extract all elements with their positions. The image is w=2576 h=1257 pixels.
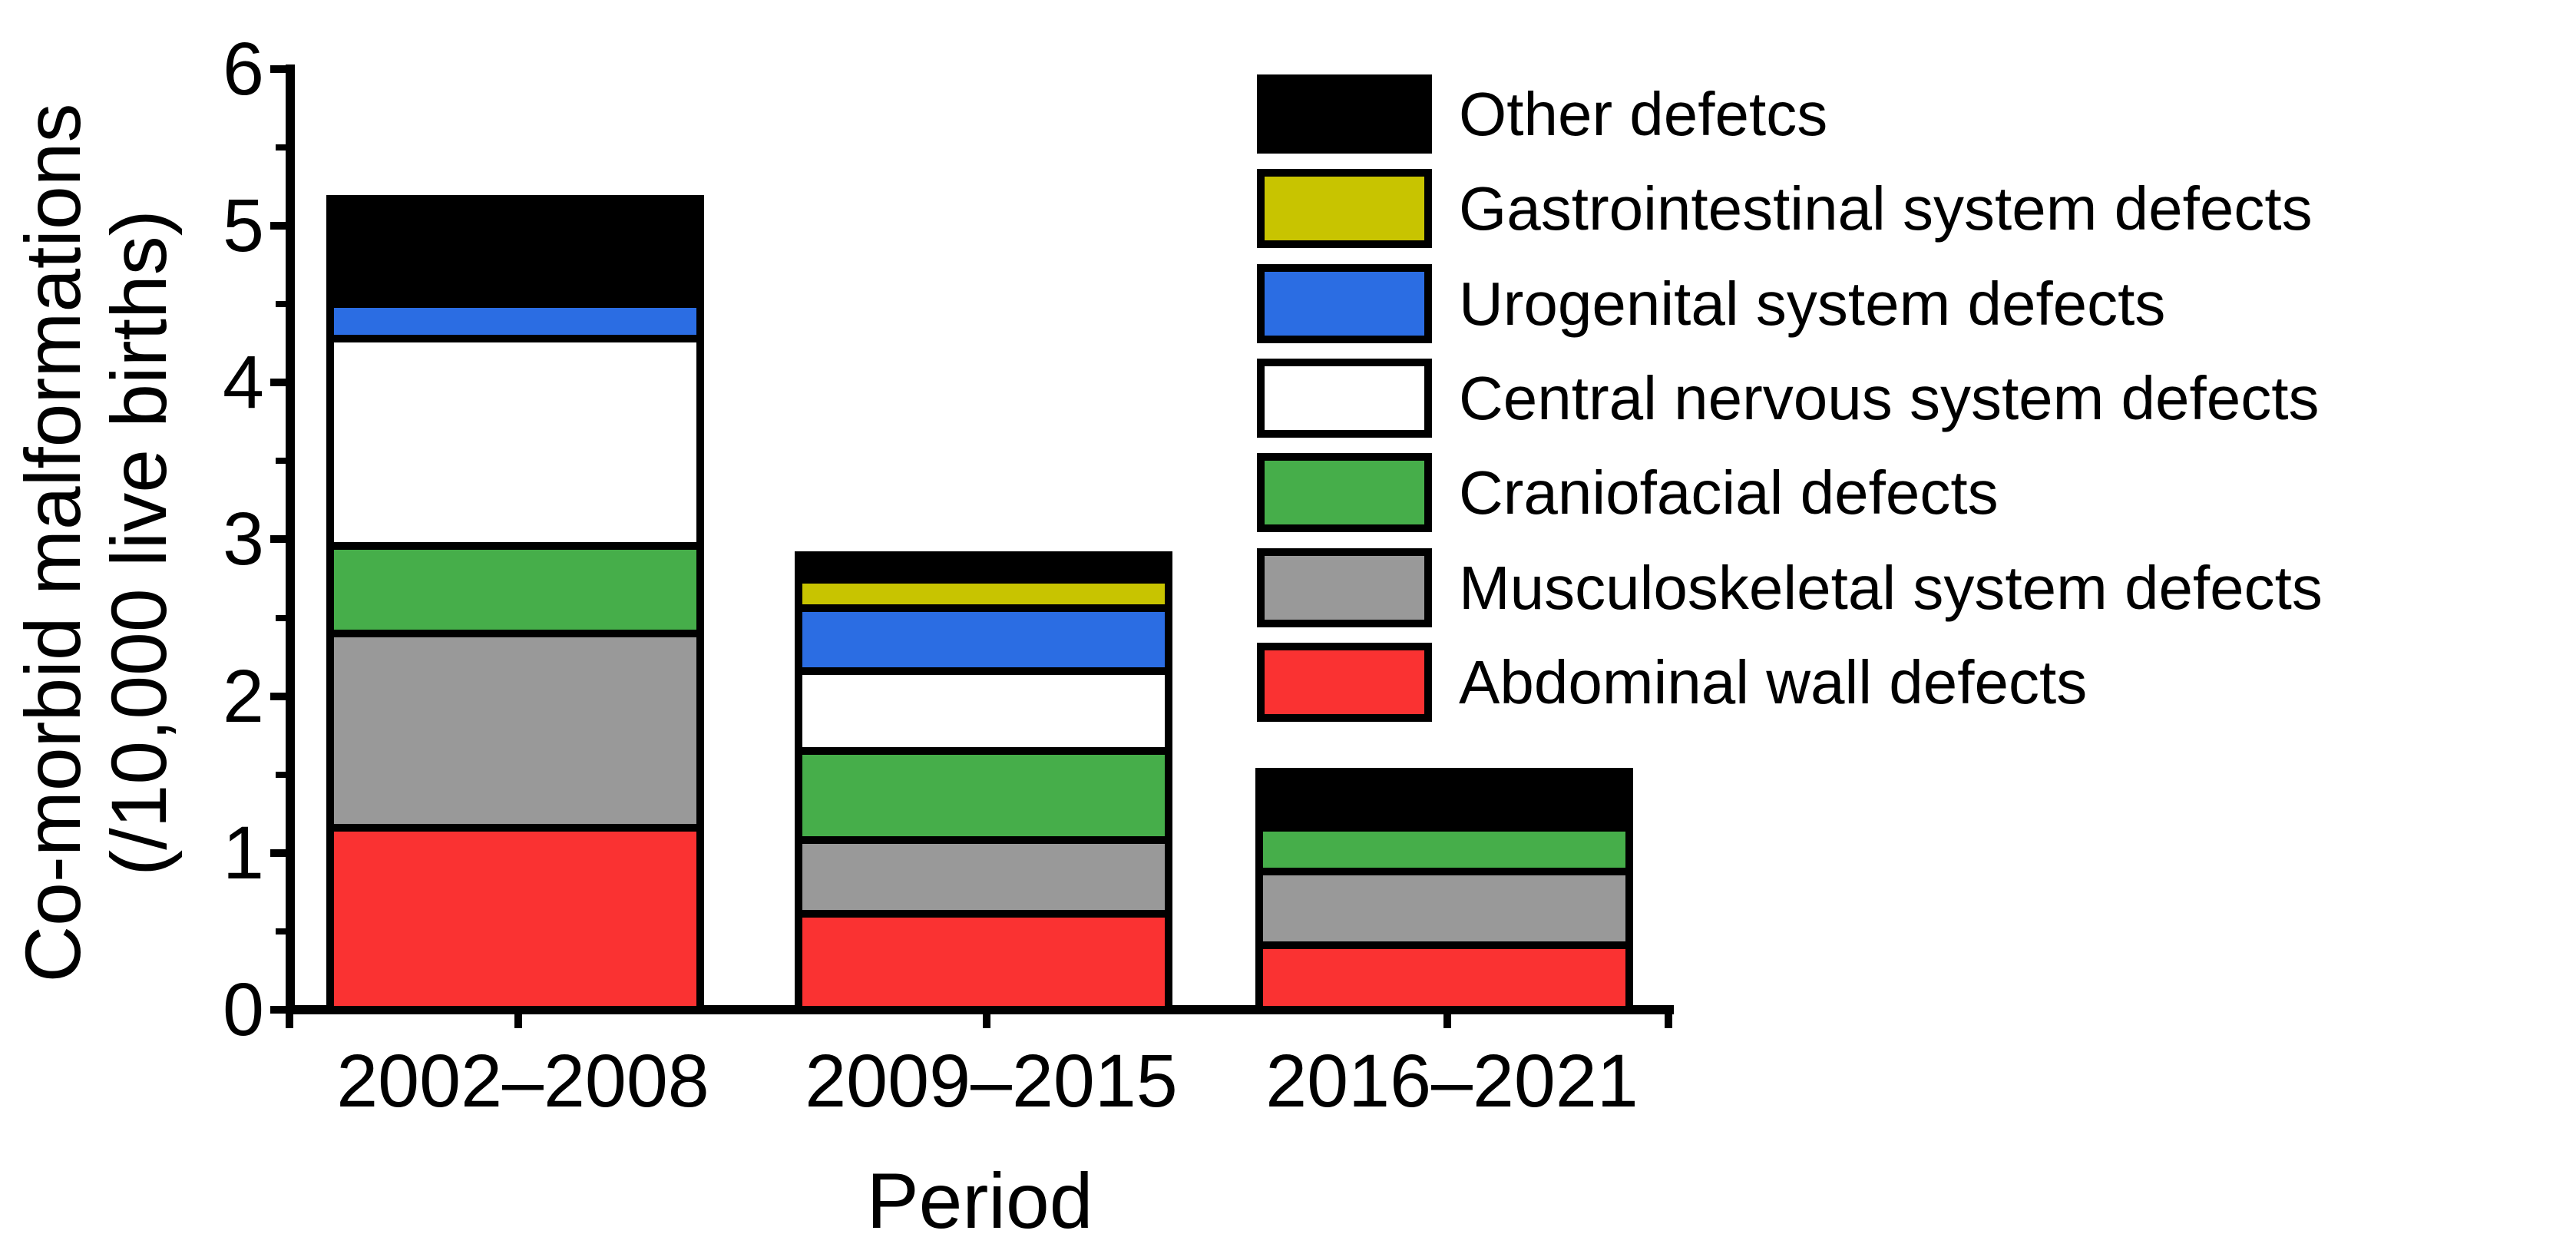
x-tick (1665, 1010, 1672, 1028)
bar-segment-other-defetcs (326, 195, 704, 309)
bar-segment-craniofacial-defects (1255, 824, 1633, 876)
bar-segment-craniofacial-defects (326, 541, 704, 637)
x-tick-label: 2002–2008 (336, 1039, 709, 1123)
y-tick-label: 3 (223, 497, 264, 581)
y-minor-tick (276, 458, 286, 465)
legend-swatch (1257, 74, 1432, 154)
legend-label: Other defetcs (1459, 80, 1828, 148)
y-major-tick (270, 379, 286, 387)
bar-segment-abdominal-wall-defects (795, 910, 1172, 1014)
bar-segment-abdominal-wall-defects (326, 824, 704, 1014)
y-major-tick (270, 1006, 286, 1014)
legend-label: Abdominal wall defects (1459, 647, 2088, 716)
y-major-tick (270, 692, 286, 700)
y-major-tick (270, 535, 286, 544)
bar-segment-central-nervous-system-defects (795, 667, 1172, 756)
bar-segment-central-nervous-system-defects (326, 335, 704, 550)
y-minor-tick (276, 144, 286, 151)
legend-label: Gastrointestinal system defects (1459, 174, 2313, 243)
x-tick (983, 1010, 990, 1028)
bar-segment-other-defetcs (1255, 767, 1633, 832)
bar-segment-abdominal-wall-defects (1255, 941, 1633, 1014)
bar-segment-musculoskeletal-system-defects (326, 629, 704, 832)
bar-segment-urogenital-system-defects (795, 604, 1172, 675)
x-tick-label: 2009–2015 (805, 1039, 1178, 1123)
x-axis-title: Period (866, 1157, 1093, 1245)
y-tick-label: 5 (223, 184, 264, 267)
legend-swatch (1257, 547, 1432, 627)
legend-swatch (1257, 453, 1432, 533)
y-minor-tick (276, 928, 286, 934)
y-minor-tick (276, 301, 286, 308)
y-axis-title-line1: Co-morbid malformations (9, 103, 97, 983)
x-tick (286, 1010, 293, 1028)
bar-segment-musculoskeletal-system-defects (1255, 868, 1633, 950)
legend-swatch (1257, 642, 1432, 722)
x-tick (1443, 1010, 1451, 1028)
legend-label: Central nervous system defects (1459, 363, 2320, 432)
y-tick-label: 0 (223, 968, 264, 1051)
legend-swatch (1257, 263, 1432, 343)
y-minor-tick (276, 614, 286, 621)
x-tick-label: 2016–2021 (1265, 1039, 1639, 1123)
y-major-tick (270, 848, 286, 857)
y-tick-label: 1 (223, 810, 264, 895)
y-axis-line (286, 65, 295, 1014)
bar-segment-craniofacial-defects (795, 747, 1172, 845)
x-tick (514, 1010, 522, 1028)
legend-label: Craniofacial defects (1459, 458, 1999, 528)
bar-segment-other-defetcs (795, 551, 1172, 584)
y-tick-label: 6 (223, 26, 264, 111)
legend-swatch (1257, 358, 1432, 438)
y-tick-label: 4 (223, 340, 264, 425)
bar-segment-musculoskeletal-system-defects (795, 836, 1172, 918)
legend-label: Musculoskeletal system defects (1459, 553, 2323, 622)
legend-swatch (1257, 169, 1432, 249)
y-major-tick (270, 222, 286, 230)
y-minor-tick (276, 771, 286, 778)
y-tick-label: 2 (223, 653, 264, 738)
legend-label: Urogenital system defects (1459, 269, 2166, 338)
y-major-tick (270, 65, 286, 73)
